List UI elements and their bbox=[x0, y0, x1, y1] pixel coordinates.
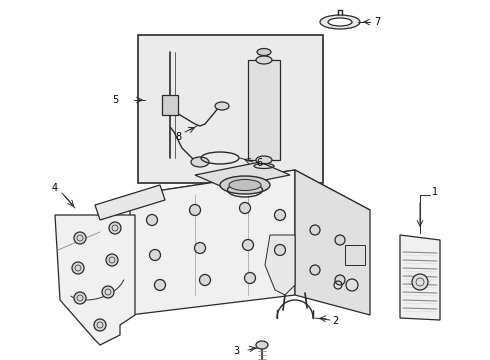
Ellipse shape bbox=[256, 156, 272, 164]
Text: 1: 1 bbox=[432, 187, 438, 197]
Ellipse shape bbox=[256, 56, 272, 64]
Circle shape bbox=[240, 202, 250, 213]
Circle shape bbox=[310, 225, 320, 235]
Circle shape bbox=[195, 243, 205, 253]
Text: 2: 2 bbox=[332, 316, 338, 326]
Polygon shape bbox=[195, 162, 290, 188]
Circle shape bbox=[149, 249, 161, 261]
Polygon shape bbox=[130, 170, 370, 235]
Bar bbox=[162, 95, 178, 115]
Circle shape bbox=[147, 215, 157, 225]
Ellipse shape bbox=[215, 102, 229, 110]
Ellipse shape bbox=[257, 49, 271, 55]
Circle shape bbox=[106, 254, 118, 266]
Circle shape bbox=[94, 319, 106, 331]
Circle shape bbox=[412, 274, 428, 290]
Circle shape bbox=[74, 292, 86, 304]
Polygon shape bbox=[265, 235, 295, 295]
Circle shape bbox=[109, 222, 121, 234]
Polygon shape bbox=[55, 215, 135, 345]
Circle shape bbox=[335, 235, 345, 245]
Ellipse shape bbox=[220, 176, 270, 194]
Text: 7: 7 bbox=[374, 17, 380, 27]
Text: 3: 3 bbox=[233, 346, 239, 356]
Circle shape bbox=[310, 265, 320, 275]
Text: 5: 5 bbox=[112, 95, 118, 105]
Circle shape bbox=[274, 244, 286, 256]
Circle shape bbox=[243, 239, 253, 251]
Polygon shape bbox=[130, 170, 295, 315]
Polygon shape bbox=[295, 170, 370, 315]
Ellipse shape bbox=[328, 18, 352, 26]
Circle shape bbox=[245, 273, 255, 284]
Circle shape bbox=[190, 204, 200, 216]
Polygon shape bbox=[345, 245, 365, 265]
Ellipse shape bbox=[229, 180, 261, 190]
Circle shape bbox=[199, 274, 211, 285]
Polygon shape bbox=[95, 185, 165, 220]
Circle shape bbox=[274, 210, 286, 220]
Circle shape bbox=[72, 262, 84, 274]
Polygon shape bbox=[400, 235, 440, 320]
Circle shape bbox=[154, 279, 166, 291]
Bar bbox=[138, 35, 323, 183]
Circle shape bbox=[74, 232, 86, 244]
Ellipse shape bbox=[320, 15, 360, 29]
Ellipse shape bbox=[191, 157, 209, 167]
Text: 8: 8 bbox=[175, 132, 181, 142]
Text: 4: 4 bbox=[52, 183, 58, 193]
Polygon shape bbox=[248, 60, 280, 160]
Text: 6: 6 bbox=[256, 158, 262, 168]
Circle shape bbox=[102, 286, 114, 298]
Ellipse shape bbox=[256, 341, 268, 349]
Circle shape bbox=[335, 275, 345, 285]
